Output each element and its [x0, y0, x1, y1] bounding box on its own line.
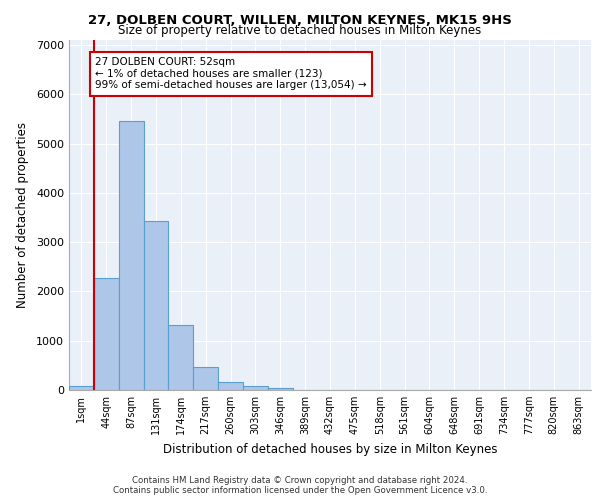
Text: Contains HM Land Registry data © Crown copyright and database right 2024.: Contains HM Land Registry data © Crown c… [132, 476, 468, 485]
Text: Size of property relative to detached houses in Milton Keynes: Size of property relative to detached ho… [118, 24, 482, 37]
Text: 27, DOLBEN COURT, WILLEN, MILTON KEYNES, MK15 9HS: 27, DOLBEN COURT, WILLEN, MILTON KEYNES,… [88, 14, 512, 27]
Bar [69, 386, 94, 390]
Bar [243, 386, 268, 390]
Bar [94, 278, 119, 390]
X-axis label: Distribution of detached houses by size in Milton Keynes: Distribution of detached houses by size … [163, 442, 497, 456]
Y-axis label: Number of detached properties: Number of detached properties [16, 122, 29, 308]
Bar [268, 388, 293, 390]
Text: Contains public sector information licensed under the Open Government Licence v3: Contains public sector information licen… [113, 486, 487, 495]
Bar [218, 382, 243, 390]
Bar [119, 121, 143, 390]
Text: 27 DOLBEN COURT: 52sqm
← 1% of detached houses are smaller (123)
99% of semi-det: 27 DOLBEN COURT: 52sqm ← 1% of detached … [95, 58, 367, 90]
Bar [143, 221, 169, 390]
Bar [193, 368, 218, 390]
Bar [169, 326, 193, 390]
